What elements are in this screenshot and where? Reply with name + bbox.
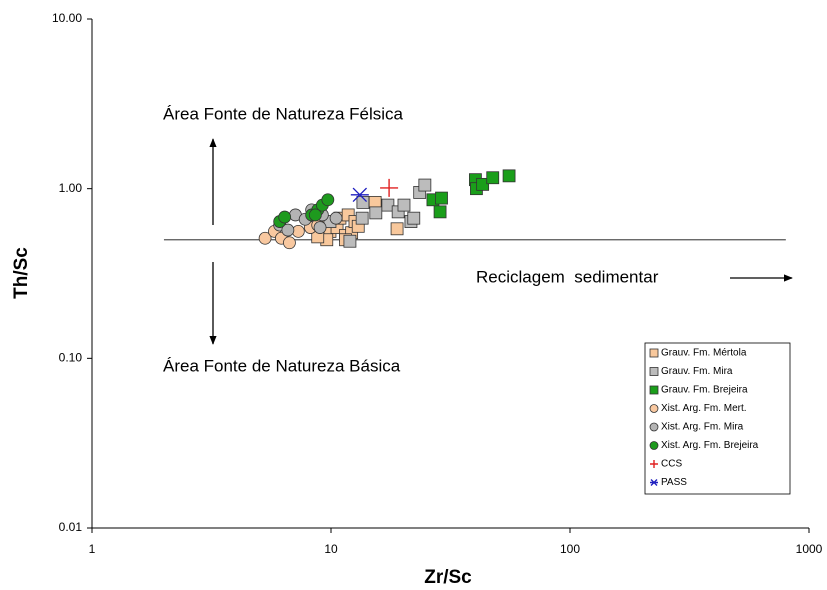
point: [278, 210, 292, 224]
legend-label: CCS: [661, 459, 682, 470]
point: [502, 169, 516, 183]
legend-marker: [649, 422, 659, 432]
legend-label: PASS: [661, 477, 687, 488]
point: [308, 208, 322, 222]
y-axis-label: Th/Sc: [11, 247, 32, 299]
point: [369, 206, 383, 220]
point: [380, 178, 399, 197]
legend-marker: [649, 348, 659, 358]
point: [381, 198, 395, 212]
point: [329, 211, 343, 225]
legend-marker: [649, 404, 659, 413]
legend-label: Grauv. Fm. Mértola: [661, 348, 747, 359]
point: [476, 177, 490, 191]
point: [435, 191, 448, 205]
point: [433, 205, 447, 219]
x-tick-label: 100: [560, 542, 580, 556]
y-tick-label: 0.10: [59, 351, 83, 365]
point: [350, 187, 369, 203]
y-tick-label: 0.01: [59, 520, 83, 534]
point: [390, 222, 404, 236]
legend-label: Xist. Arg. Fm. Brejeira: [661, 440, 759, 451]
x-tick-label: 1000: [796, 542, 823, 556]
legend-marker: [649, 441, 659, 450]
point: [356, 195, 370, 209]
legend-marker: [650, 460, 658, 468]
x-tick-label: 1: [89, 542, 96, 556]
point: [397, 198, 411, 212]
point: [343, 234, 357, 248]
annotation: Área Fonte de Natureza Félsica: [163, 104, 404, 123]
point: [258, 231, 272, 245]
legend-label: Xist. Arg. Fm. Mert.: [661, 403, 747, 414]
point: [281, 223, 295, 237]
legend-box: [644, 342, 791, 495]
legend-label: Grauv. Fm. Mira: [661, 366, 733, 377]
point: [486, 171, 500, 185]
x-axis-label: Zr/Sc: [424, 567, 472, 588]
legend-marker: [649, 385, 659, 395]
annotation: Área Fonte de Natureza Básica: [163, 356, 401, 375]
legend-label: Grauv. Fm. Brejeira: [661, 385, 748, 396]
y-tick-label: 1.00: [59, 181, 83, 195]
annotation: Reciclagem sedimentar: [476, 267, 659, 286]
point: [418, 178, 432, 192]
x-tick-label: 10: [324, 542, 338, 556]
point: [283, 236, 296, 250]
point: [355, 211, 369, 225]
legend-label: Xist. Arg. Fm. Mira: [661, 422, 744, 433]
legend-marker: [649, 367, 659, 376]
point: [321, 193, 335, 207]
point: [407, 211, 421, 225]
point: [313, 221, 327, 234]
legend-marker: [650, 479, 658, 486]
y-tick-label: 10.00: [52, 11, 82, 25]
